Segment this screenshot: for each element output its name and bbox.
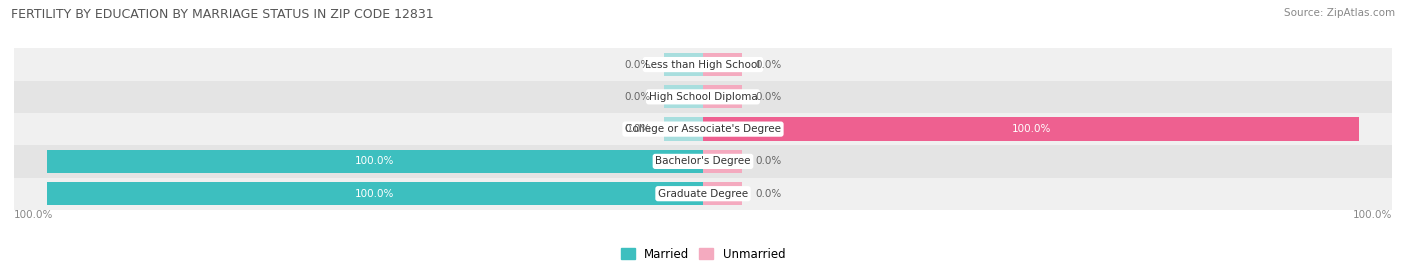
- Bar: [14, 178, 1392, 210]
- Legend: Married, Unmarried: Married, Unmarried: [616, 243, 790, 265]
- Bar: [14, 145, 1392, 178]
- Bar: [14, 48, 1392, 81]
- Bar: [703, 182, 742, 205]
- Bar: [46, 150, 703, 173]
- Text: 100.0%: 100.0%: [1353, 210, 1392, 220]
- Text: 0.0%: 0.0%: [755, 189, 782, 199]
- Bar: [14, 113, 1392, 145]
- Bar: [703, 150, 742, 173]
- Bar: [664, 118, 703, 141]
- Bar: [664, 53, 703, 76]
- Text: 100.0%: 100.0%: [14, 210, 53, 220]
- Text: Source: ZipAtlas.com: Source: ZipAtlas.com: [1284, 8, 1395, 18]
- Bar: [703, 118, 1360, 141]
- Text: Graduate Degree: Graduate Degree: [658, 189, 748, 199]
- Text: 0.0%: 0.0%: [755, 59, 782, 70]
- Text: 0.0%: 0.0%: [624, 124, 651, 134]
- Text: College or Associate's Degree: College or Associate's Degree: [626, 124, 780, 134]
- Bar: [703, 53, 742, 76]
- Text: Less than High School: Less than High School: [645, 59, 761, 70]
- Text: 100.0%: 100.0%: [1011, 124, 1050, 134]
- Bar: [14, 81, 1392, 113]
- Text: 0.0%: 0.0%: [624, 92, 651, 102]
- Bar: [703, 85, 742, 108]
- Text: FERTILITY BY EDUCATION BY MARRIAGE STATUS IN ZIP CODE 12831: FERTILITY BY EDUCATION BY MARRIAGE STATU…: [11, 8, 434, 21]
- Text: 100.0%: 100.0%: [356, 189, 395, 199]
- Text: 100.0%: 100.0%: [356, 156, 395, 167]
- Bar: [46, 182, 703, 205]
- Text: Bachelor's Degree: Bachelor's Degree: [655, 156, 751, 167]
- Text: 0.0%: 0.0%: [755, 156, 782, 167]
- Bar: [664, 85, 703, 108]
- Text: High School Diploma: High School Diploma: [648, 92, 758, 102]
- Text: 0.0%: 0.0%: [755, 92, 782, 102]
- Text: 0.0%: 0.0%: [624, 59, 651, 70]
